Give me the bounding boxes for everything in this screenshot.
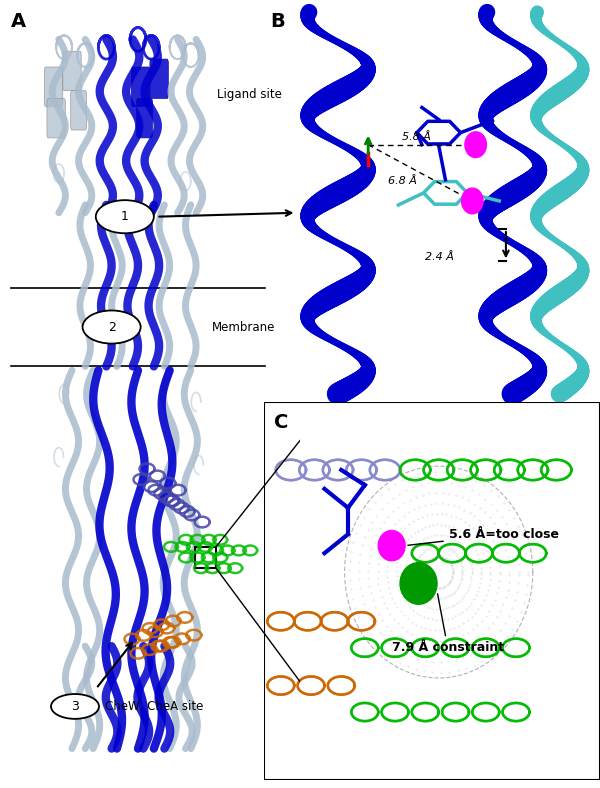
Text: 7.9 Å constraint: 7.9 Å constraint [392,593,504,654]
FancyBboxPatch shape [150,59,169,98]
Circle shape [378,530,405,561]
Circle shape [465,132,487,158]
FancyBboxPatch shape [47,98,65,138]
Ellipse shape [96,200,154,233]
Text: 5.8 Å: 5.8 Å [402,132,431,142]
Text: Ligand site: Ligand site [217,88,282,101]
Text: Membrane: Membrane [212,321,275,333]
Text: A: A [11,12,26,31]
Text: 6.8 Å: 6.8 Å [388,176,417,186]
FancyBboxPatch shape [131,67,150,106]
Text: 3: 3 [71,700,79,713]
Text: C: C [274,413,289,433]
Text: 5.6 Å=too close: 5.6 Å=too close [408,528,559,545]
FancyBboxPatch shape [71,91,86,130]
Ellipse shape [83,310,140,344]
Text: 2.4 Å: 2.4 Å [425,252,454,262]
Bar [195,547,216,568]
Circle shape [400,563,437,604]
FancyBboxPatch shape [44,67,63,106]
Circle shape [461,188,483,214]
FancyBboxPatch shape [137,98,152,138]
Ellipse shape [51,694,99,719]
Text: 2: 2 [107,321,116,333]
Text: B: B [271,12,286,31]
FancyBboxPatch shape [63,51,81,91]
Text: 1: 1 [121,210,129,223]
Text: CheW, CheA site: CheW, CheA site [105,700,203,713]
